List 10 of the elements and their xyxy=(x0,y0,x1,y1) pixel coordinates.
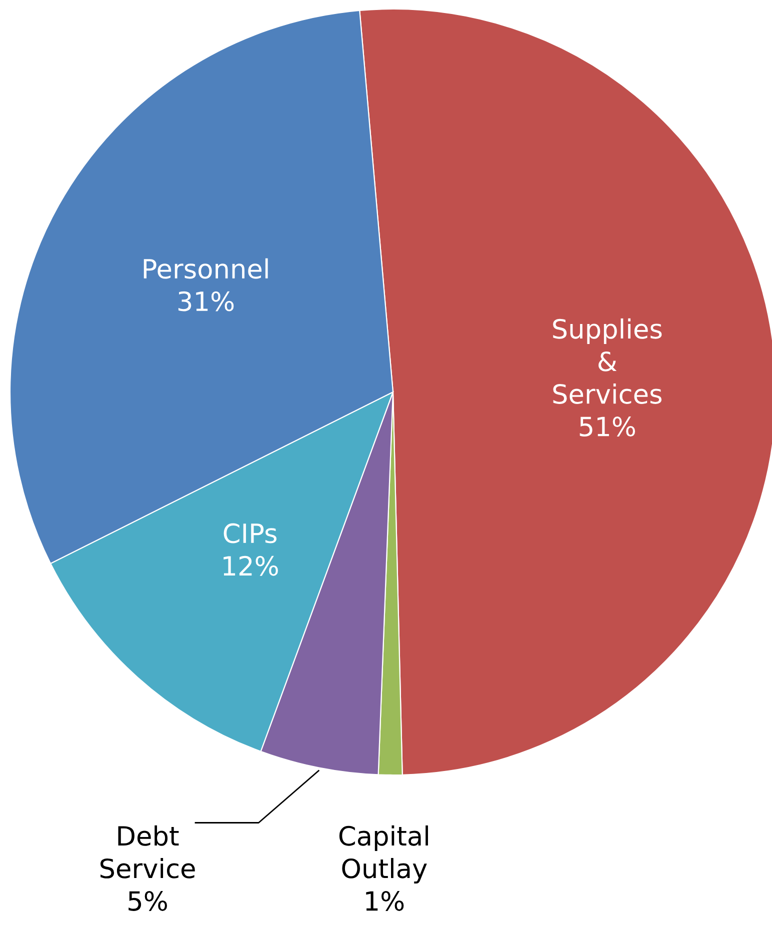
data-label: 12% xyxy=(224,556,278,576)
data-label: 31% xyxy=(178,291,234,312)
data-label: 51% xyxy=(580,416,636,437)
data-label: 1% xyxy=(366,891,404,911)
slice-label: Personnel xyxy=(144,258,268,279)
slice-label: Debt Service xyxy=(100,825,195,878)
slice-label: Capital Outlay xyxy=(339,825,428,884)
slice-label: Supplies & Services xyxy=(553,318,662,404)
slice-label: CIPs xyxy=(224,523,276,544)
data-label: 5% xyxy=(128,891,167,911)
